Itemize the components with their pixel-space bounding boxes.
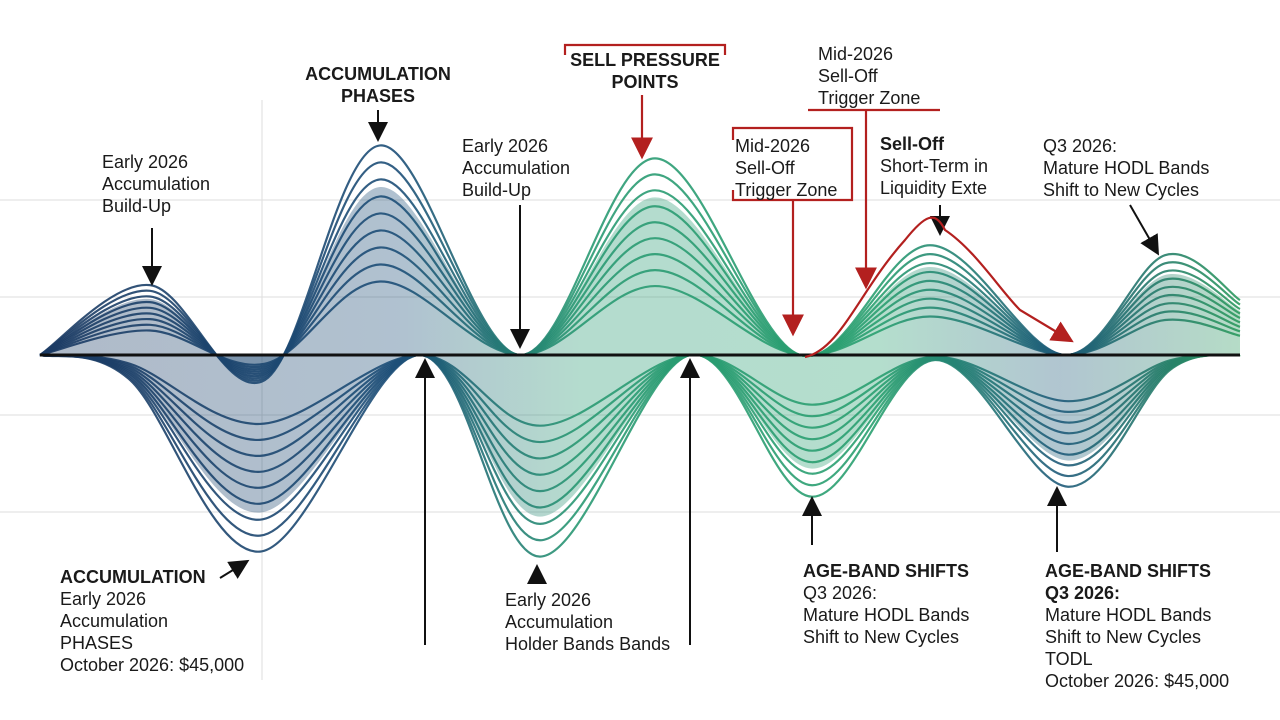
annotation-line: Accumulation — [505, 612, 613, 632]
annotation-heading: SELL PRESSURE — [570, 50, 720, 70]
annotation-heading: ACCUMULATION — [305, 64, 451, 84]
annotation-line: Mid-2026 — [735, 136, 810, 156]
wave-line — [39, 353, 1241, 509]
red-markers — [563, 43, 1074, 359]
annotation-line: Accumulation — [102, 174, 210, 194]
wave-line — [39, 353, 1241, 493]
wave-line — [39, 353, 1241, 525]
annotation-heading: PHASES — [341, 86, 415, 106]
wave-line — [39, 353, 1241, 460]
annotation-line: Early 2026 — [60, 589, 146, 609]
annotation-line: Mature HODL Bands — [1045, 605, 1211, 625]
annotation-line: October 2026: $45,000 — [1045, 671, 1229, 691]
annotation-heading: ACCUMULATION — [60, 567, 206, 587]
annotation-heading: AGE-BAND SHIFTS — [803, 561, 969, 581]
annotation-line: October 2026: $45,000 — [60, 655, 244, 675]
annotation-line: Build-Up — [102, 196, 171, 216]
annotation-line: Mature HODL Bands — [803, 605, 969, 625]
annotation-heading: POINTS — [611, 72, 678, 92]
annotation-line: PHASES — [60, 633, 133, 653]
annotation-heading: AGE-BAND SHIFTS — [1045, 561, 1211, 581]
annotation-line: Early 2026 — [462, 136, 548, 156]
wave-line — [39, 353, 1241, 558]
annotation-line: Holder Bands Bands — [505, 634, 670, 654]
annotation-line: Trigger Zone — [735, 180, 837, 200]
wave-line — [39, 353, 1241, 542]
annotation-line: Accumulation — [462, 158, 570, 178]
annotation-line: Sell-Off — [818, 66, 879, 86]
annotation-line: TODL — [1045, 649, 1093, 669]
annotations: Early 2026AccumulationBuild-UpACCUMULATI… — [60, 44, 1229, 691]
annotation-line: Sell-Off — [735, 158, 796, 178]
annotation-line: Build-Up — [462, 180, 531, 200]
arrows — [142, 110, 1159, 645]
annotation-line: Mid-2026 — [818, 44, 893, 64]
annotation-line: Shift to New Cycles — [1043, 180, 1199, 200]
annotation-line: Early 2026 — [505, 590, 591, 610]
annotation-line: Trigger Zone — [818, 88, 920, 108]
annotation-heading: Q3 2026: — [1045, 583, 1120, 603]
annotation-line: Short-Term in — [880, 156, 988, 176]
annotation-heading: Sell-Off — [880, 134, 945, 154]
wave-fill — [40, 354, 1240, 517]
annotation-line: Shift to New Cycles — [1045, 627, 1201, 647]
annotation-line: Accumulation — [60, 611, 168, 631]
annotation-line: Early 2026 — [102, 152, 188, 172]
annotation-line: Shift to New Cycles — [803, 627, 959, 647]
waves — [39, 144, 1241, 558]
annotation-line: Q3 2026: — [803, 583, 877, 603]
annotation-line: Mature HODL Bands — [1043, 158, 1209, 178]
annotation-line: Q3 2026: — [1043, 136, 1117, 156]
wave-fill — [40, 186, 1240, 378]
annotation-line: Liquidity Exte — [880, 178, 987, 198]
